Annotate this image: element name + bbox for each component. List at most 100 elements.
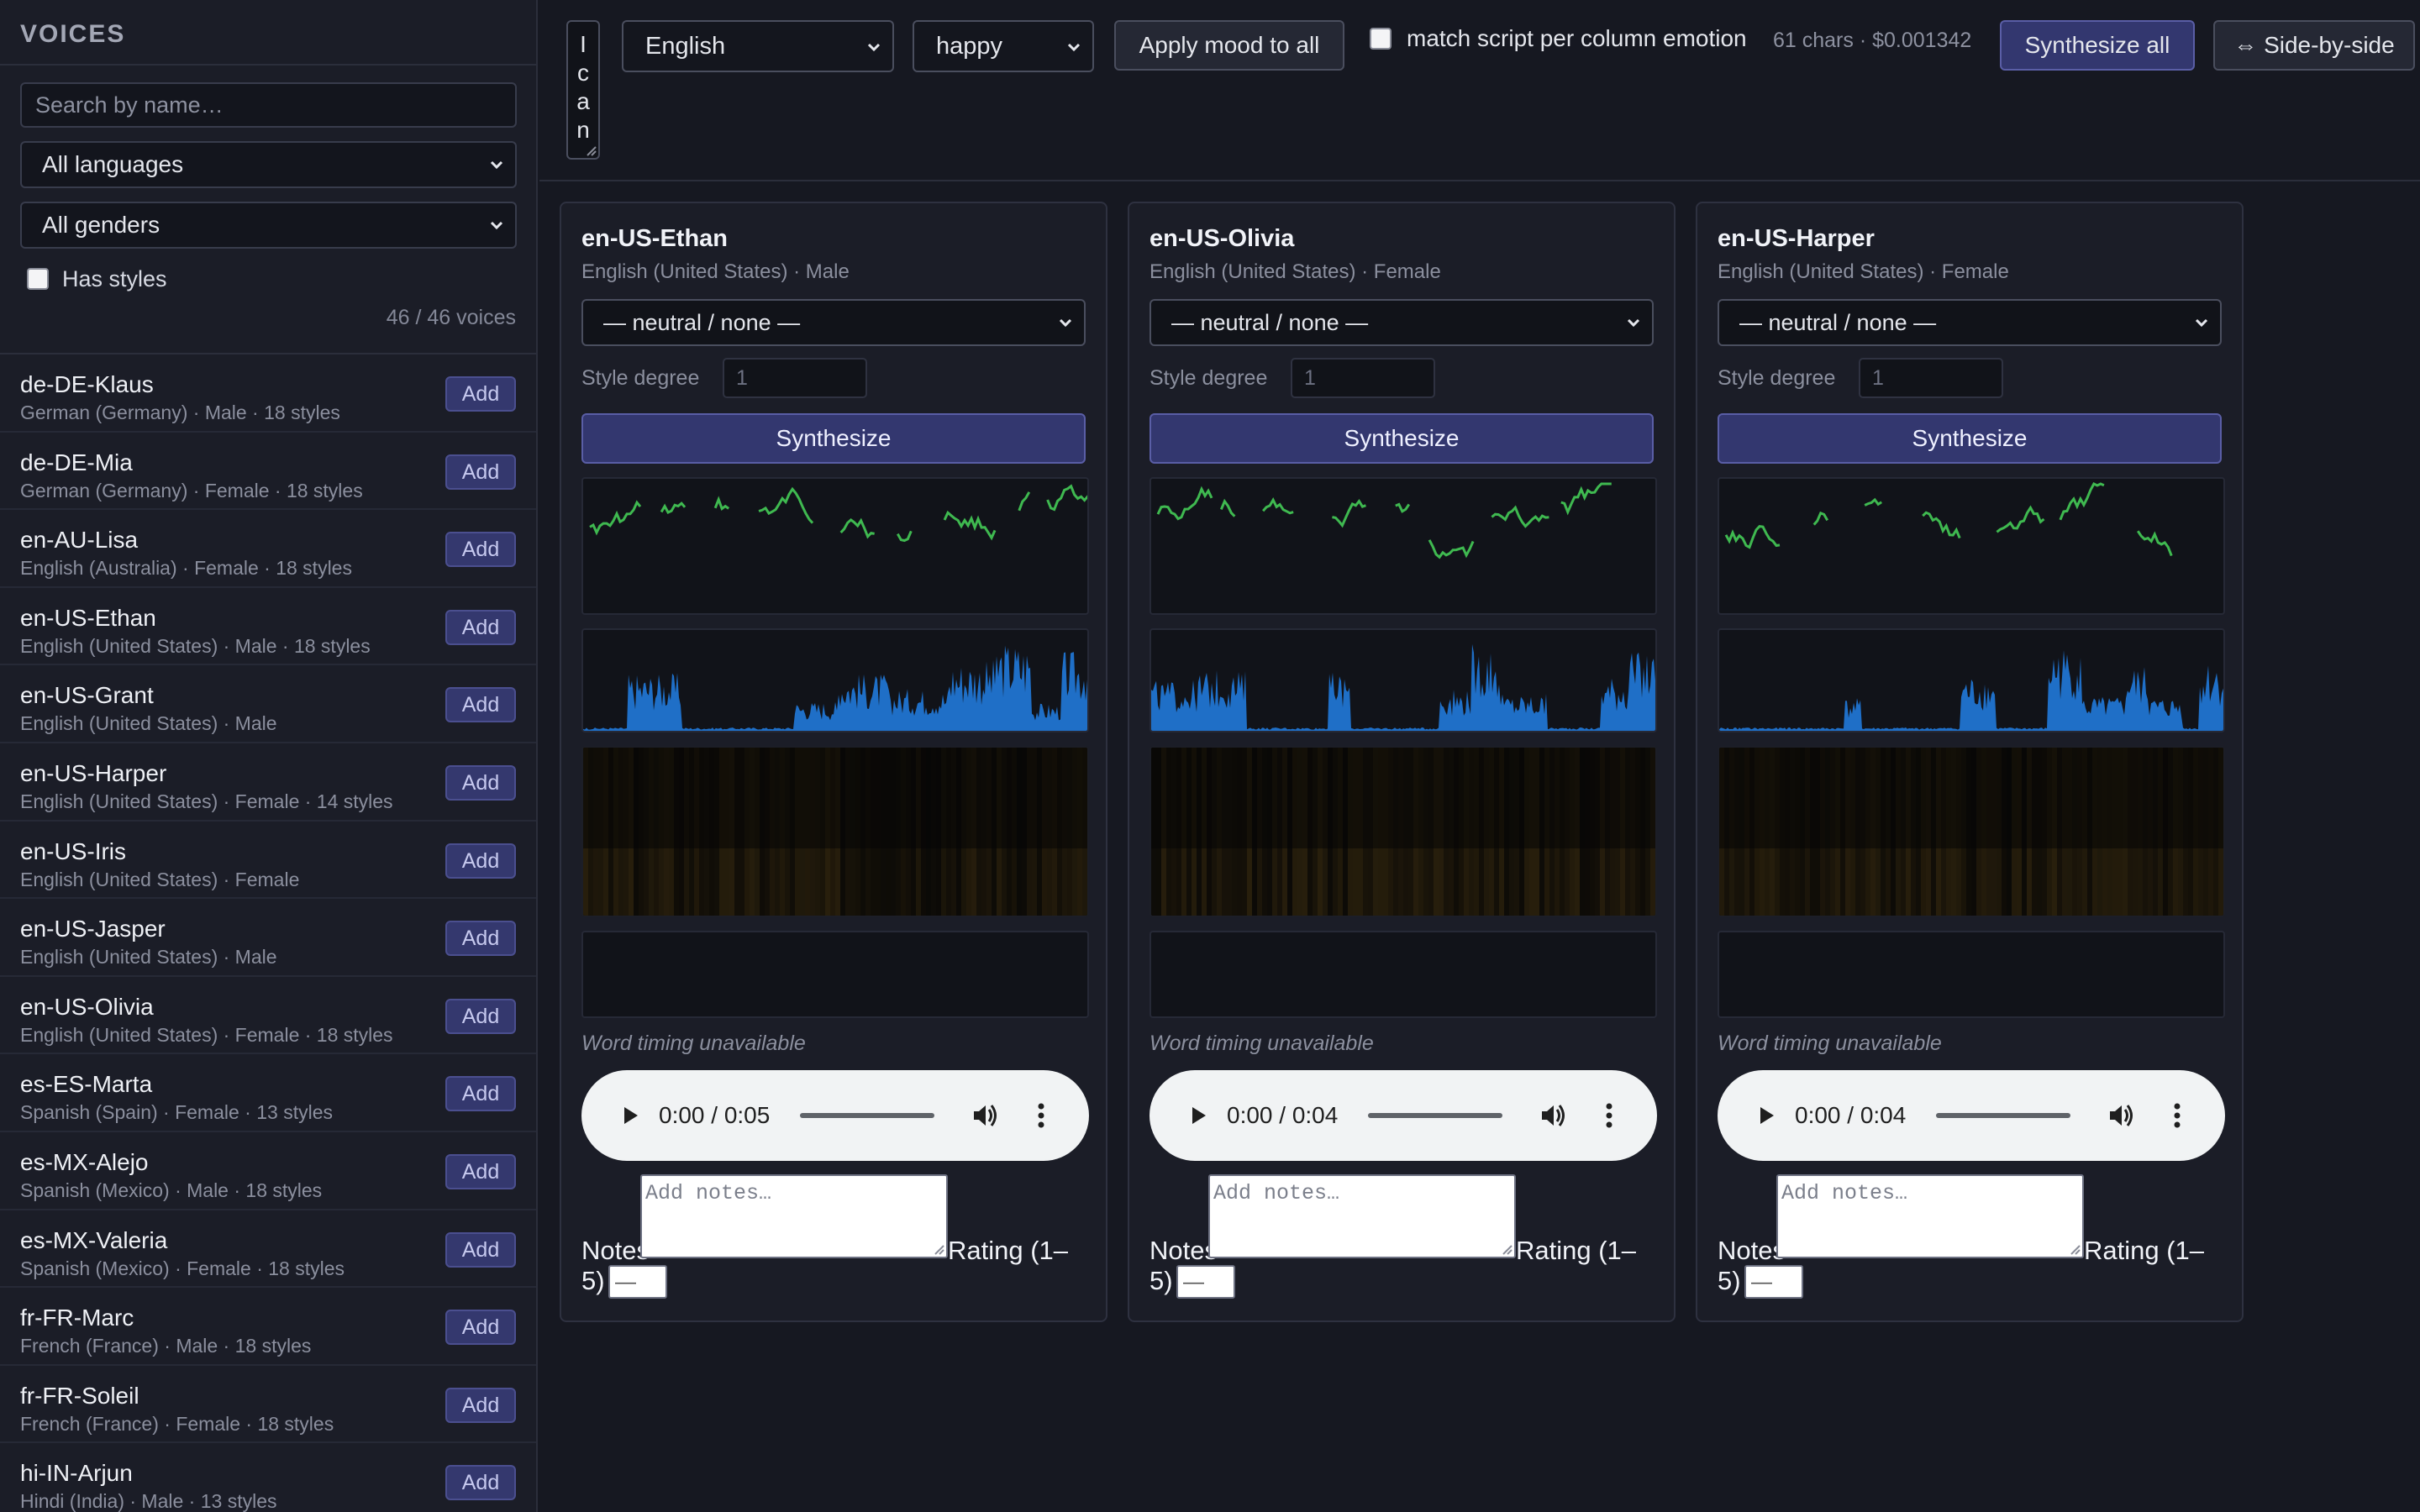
play-icon[interactable] <box>1754 1104 1778 1127</box>
column-voice-name: en-US-Ethan <box>581 225 728 252</box>
notes-label: Notes <box>1150 1236 1218 1265</box>
pitch-segment <box>589 500 642 536</box>
pitch-segment <box>660 501 687 514</box>
voice-list-item: en-US-Ethan English (United States) · Mal… <box>0 588 536 666</box>
pitch-segment <box>1560 482 1612 516</box>
waveform-shape <box>583 645 1087 731</box>
style-select[interactable]: — neutral / none — <box>581 299 1086 346</box>
language-filter-value: All languages <box>42 151 184 177</box>
voice-meta: English (United States) · Female <box>20 868 300 890</box>
notes-textarea[interactable]: Add notes… <box>1776 1174 2084 1258</box>
add-voice-button[interactable]: Add <box>445 454 516 490</box>
voice-meta: English (United States) · Male <box>20 946 277 969</box>
waveform-chart <box>1719 650 2223 731</box>
match-script-toggle[interactable]: match script per column emotion <box>1370 25 1747 52</box>
rating-input[interactable]: — <box>1176 1265 1235 1299</box>
style-select[interactable]: — neutral / none — <box>1718 299 2222 346</box>
column-voice-name: en-US-Harper <box>1718 225 1875 252</box>
voice-name: en-US-Ethan <box>20 604 156 631</box>
waveform-shape <box>1151 643 1655 731</box>
script-text-char: n <box>576 117 590 143</box>
column-voice-name: en-US-Olivia <box>1150 225 1295 252</box>
style-degree-input[interactable]: 1 <box>1291 358 1435 398</box>
voice-name: de-DE-Mia <box>20 449 133 475</box>
has-styles-checkbox[interactable] <box>27 268 49 290</box>
notes-textarea[interactable]: Add notes… <box>640 1174 948 1258</box>
seek-bar[interactable] <box>1368 1113 1502 1118</box>
match-script-checkbox[interactable] <box>1370 28 1392 50</box>
pitch-contour-panel <box>1150 477 1657 615</box>
voice-meta: German (Germany) · Male · 18 styles <box>20 402 340 423</box>
audio-player[interactable]: 0:00 / 0:05 <box>581 1070 1089 1161</box>
pitch-segment <box>2059 482 2105 521</box>
spectrogram-chart <box>1719 748 2223 916</box>
audio-player[interactable]: 0:00 / 0:04 <box>1150 1070 1657 1161</box>
add-voice-button[interactable]: Add <box>445 1076 516 1112</box>
playback-time: 0:00 / 0:04 <box>1795 1102 1907 1128</box>
add-voice-button[interactable]: Add <box>445 376 516 412</box>
voice-meta: English (United States) · Female · 14 st… <box>20 790 393 812</box>
volume-icon[interactable] <box>970 1100 1000 1131</box>
notes-textarea[interactable]: Add notes… <box>1208 1174 1516 1258</box>
voice-column: en-US-Olivia English (United States) · Fe… <box>1128 202 1676 1322</box>
style-select-value: — neutral / none — <box>603 310 801 335</box>
voice-list-item: en-US-Olivia English (United States) · Fe… <box>0 977 536 1055</box>
add-voice-button[interactable]: Add <box>445 687 516 723</box>
playback-time: 0:00 / 0:04 <box>1227 1102 1339 1128</box>
style-degree-input[interactable]: 1 <box>723 358 867 398</box>
play-icon[interactable] <box>1186 1104 1210 1127</box>
language-filter-select[interactable]: All languages <box>20 141 517 188</box>
spectrogram-panel <box>1150 746 1657 917</box>
add-voice-button[interactable]: Add <box>445 764 516 801</box>
synthesize-all-button[interactable]: Synthesize all <box>2000 20 2195 71</box>
add-voice-button[interactable]: Add <box>445 1310 516 1346</box>
voice-list-item: de-DE-Klaus German (Germany) · Male · 18 … <box>0 354 536 433</box>
gender-filter-select[interactable]: All genders <box>20 202 517 249</box>
synthesize-button[interactable]: Synthesize <box>581 413 1086 464</box>
style-degree-label: Style degree <box>1718 366 1836 390</box>
column-voice-meta: English (United States) · Female <box>1718 260 2009 283</box>
add-voice-button[interactable]: Add <box>445 1465 516 1501</box>
add-voice-button[interactable]: Add <box>445 998 516 1034</box>
seek-bar[interactable] <box>1936 1113 2070 1118</box>
chevron-down-icon <box>1067 43 1081 52</box>
pitch-contour-panel <box>581 477 1089 615</box>
more-options-icon[interactable] <box>1605 1102 1613 1129</box>
side-by-side-button[interactable]: ⇔ Side-by-side <box>2213 20 2415 71</box>
volume-icon[interactable] <box>1538 1100 1568 1131</box>
rating-input[interactable]: — <box>1744 1265 1803 1299</box>
add-voice-button[interactable]: Add <box>445 609 516 645</box>
synthesize-button[interactable]: Synthesize <box>1150 413 1654 464</box>
volume-icon[interactable] <box>2106 1100 2136 1131</box>
add-voice-button[interactable]: Add <box>445 532 516 568</box>
waveform-chart <box>583 645 1087 731</box>
play-icon[interactable] <box>618 1104 642 1127</box>
more-options-icon[interactable] <box>2173 1102 2181 1129</box>
more-options-icon[interactable] <box>1037 1102 1045 1129</box>
add-voice-button[interactable]: Add <box>445 1153 516 1189</box>
sidebar-filters: All languages All genders Has styles 46 … <box>0 66 536 334</box>
add-voice-button[interactable]: Add <box>445 1387 516 1423</box>
voice-name: es-MX-Alejo <box>20 1148 149 1175</box>
style-select[interactable]: — neutral / none — <box>1150 299 1654 346</box>
add-voice-button[interactable]: Add <box>445 843 516 879</box>
audio-player[interactable]: 0:00 / 0:04 <box>1718 1070 2225 1161</box>
add-voice-button[interactable]: Add <box>445 1231 516 1268</box>
cost-estimate: 61 chars · $0.001342 <box>1773 29 1972 52</box>
language-select[interactable]: English <box>622 20 894 72</box>
has-styles-filter[interactable]: Has styles <box>20 264 516 294</box>
spectrogram-shade <box>1719 748 2223 848</box>
voice-name: en-US-Iris <box>20 837 127 864</box>
mood-select[interactable]: happy <box>913 20 1094 72</box>
script-text-char: a <box>576 88 590 114</box>
pitch-segment <box>897 530 913 543</box>
rating-input[interactable]: — <box>608 1265 667 1299</box>
add-voice-button[interactable]: Add <box>445 921 516 957</box>
waveform-chart <box>1151 643 1655 731</box>
style-degree-input[interactable]: 1 <box>1859 358 2003 398</box>
apply-mood-button[interactable]: Apply mood to all <box>1114 20 1344 71</box>
seek-bar[interactable] <box>800 1113 934 1118</box>
voice-search-input[interactable] <box>20 82 517 128</box>
synthesize-button[interactable]: Synthesize <box>1718 413 2222 464</box>
